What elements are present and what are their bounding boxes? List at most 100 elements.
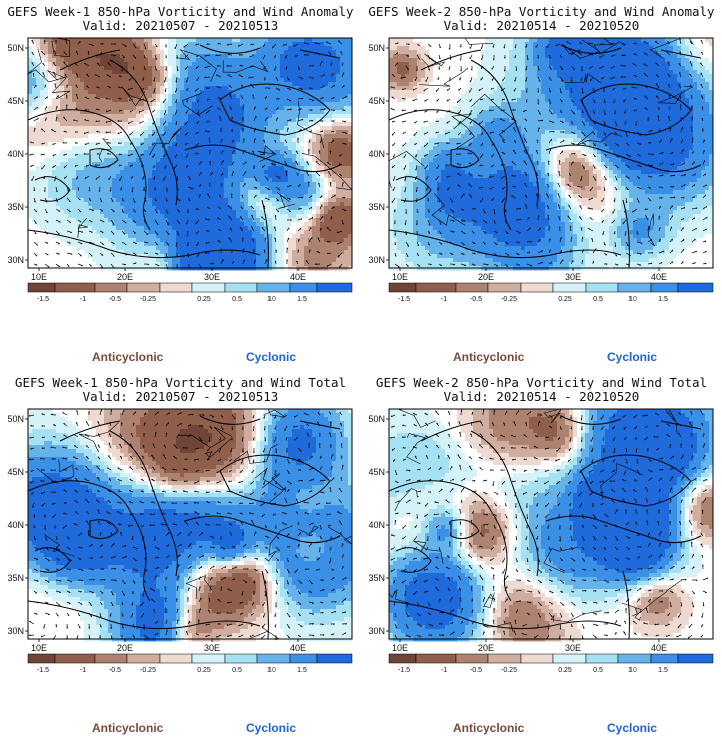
map-title: GEFS Week-1 850-hPa Vorticity and Wind T…: [0, 375, 361, 390]
lat-label: 45N: [7, 96, 24, 106]
colorbar-swatch: [617, 282, 652, 293]
colorbar-label: 0.5: [593, 296, 603, 303]
colorbar-label: 1: [267, 667, 271, 674]
colorbar-swatch: [159, 653, 193, 664]
lon-label: 10E: [392, 643, 408, 653]
colorbar-label: 0.5: [593, 667, 603, 674]
cyclonic-label: Cyclonic: [607, 721, 657, 735]
colorbar-swatch: [388, 282, 417, 293]
colorbar-swatch: [677, 653, 714, 664]
lat-label: 50N: [368, 43, 385, 53]
colorbar-label: -1.5: [37, 296, 49, 303]
coastlines: [27, 44, 341, 269]
colorbar: -1.5 -1 -0.5 -0.25 0.25 0.5 1 1.5 10: [388, 282, 714, 303]
lat-label: 40N: [7, 149, 24, 159]
anticyclonic-label: Anticyclonic: [92, 721, 163, 735]
lat-label: 45N: [7, 467, 24, 477]
colorbar-swatch: [487, 653, 522, 664]
lon-label: 40E: [651, 272, 667, 282]
colorbar-swatch: [415, 653, 457, 664]
colorbar-label: -0.5: [470, 667, 482, 674]
lat-label: 30N: [7, 255, 24, 265]
vorticity-map: 50N 45N 40N 35N 30N 10E 20E 30E 40E -1.5 -1 -0.5 -0.…: [7, 408, 353, 674]
colorbar-label: 0.25: [197, 667, 211, 674]
lon-label: 10E: [31, 272, 47, 282]
colorbar-swatch: [159, 282, 193, 293]
colorbar-swatch: [552, 282, 587, 293]
colorbar-label: 0.25: [197, 296, 211, 303]
wind-vectors: [390, 38, 708, 268]
colorbar-swatch: [415, 282, 457, 293]
colorbar-swatch: [650, 282, 679, 293]
colorbar-swatch: [224, 282, 258, 293]
lat-label: 35N: [7, 573, 24, 583]
colorbar-swatch: [54, 282, 96, 293]
cyclonic-label: Cyclonic: [246, 350, 296, 364]
colorbar-label: 0.25: [558, 296, 572, 303]
anticyclonic-label: Anticyclonic: [92, 350, 163, 364]
panel-week2-anomaly: GEFS Week-2 850-hPa Vorticity and Wind A…: [361, 0, 722, 371]
lat-label: 35N: [368, 202, 385, 212]
vector-reference: 10: [268, 296, 276, 303]
lon-label: 20E: [117, 272, 133, 282]
lat-label: 50N: [7, 414, 24, 424]
colorbar-label: 1: [628, 296, 632, 303]
coastlines: [27, 415, 341, 640]
lon-label: 20E: [117, 643, 133, 653]
vorticity-field: [28, 38, 353, 271]
wind-vectors: [390, 409, 709, 641]
lon-label: 10E: [31, 643, 47, 653]
wind-vectors: [29, 38, 348, 270]
colorbar-swatch: [520, 653, 554, 664]
colorbar-swatch: [256, 653, 291, 664]
colorbar-label: -0.25: [501, 296, 517, 303]
colorbar-swatch: [289, 653, 318, 664]
colorbar-label: -1: [80, 296, 86, 303]
map-frame: [27, 37, 353, 269]
colorbar-swatch: [487, 282, 522, 293]
colorbar-label: 0.5: [232, 667, 242, 674]
colorbar-swatch: [585, 653, 619, 664]
colorbar-swatch: [316, 653, 353, 664]
lat-label: 30N: [368, 255, 385, 265]
lat-label: 40N: [368, 520, 385, 530]
lon-label: 10E: [392, 272, 408, 282]
lon-label: 30E: [204, 643, 220, 653]
colorbar-label: 1: [628, 667, 632, 674]
colorbar: -1.5 -1 -0.5 -0.25 0.25 0.5 1 1.5 10: [388, 653, 714, 674]
lat-label: 30N: [7, 626, 24, 636]
valid-dates: Valid: 20210507 - 20210513: [0, 389, 361, 404]
map-frame: [388, 37, 714, 269]
vorticity-field: [389, 38, 714, 271]
colorbar-label: -0.5: [470, 296, 482, 303]
colorbar-swatch: [94, 282, 128, 293]
colorbar-swatch: [191, 653, 226, 664]
colorbar-swatch: [224, 653, 258, 664]
colorbar-label: -1.5: [37, 667, 49, 674]
colorbar-swatch: [617, 653, 652, 664]
colorbar-swatch: [94, 653, 128, 664]
vector-reference: 10: [268, 667, 276, 674]
valid-dates: Valid: 20210514 - 20210520: [361, 18, 722, 33]
colorbar-swatch: [27, 653, 56, 664]
colorbar-label: 1.5: [297, 296, 307, 303]
colorbar-swatch: [455, 282, 489, 293]
anticyclonic-label: Anticyclonic: [453, 350, 524, 364]
map-title: GEFS Week-1 850-hPa Vorticity and Wind A…: [0, 4, 361, 19]
colorbar-label: -0.5: [109, 296, 121, 303]
colorbar-swatch: [256, 282, 291, 293]
coastlines: [388, 415, 702, 640]
colorbar-label: 1.5: [658, 667, 668, 674]
lat-label: 50N: [368, 414, 385, 424]
lat-label: 50N: [7, 43, 24, 53]
wind-vectors: [28, 409, 347, 641]
lon-label: 30E: [565, 643, 581, 653]
colorbar-label: -1.5: [398, 296, 410, 303]
map-frame: [388, 408, 714, 640]
colorbar-label: -0.25: [140, 667, 156, 674]
lat-label: 40N: [7, 520, 24, 530]
lat-label: 45N: [368, 467, 385, 477]
colorbar-label: 0.5: [232, 296, 242, 303]
colorbar-label: 1.5: [297, 667, 307, 674]
colorbar-label: 1: [267, 296, 271, 303]
